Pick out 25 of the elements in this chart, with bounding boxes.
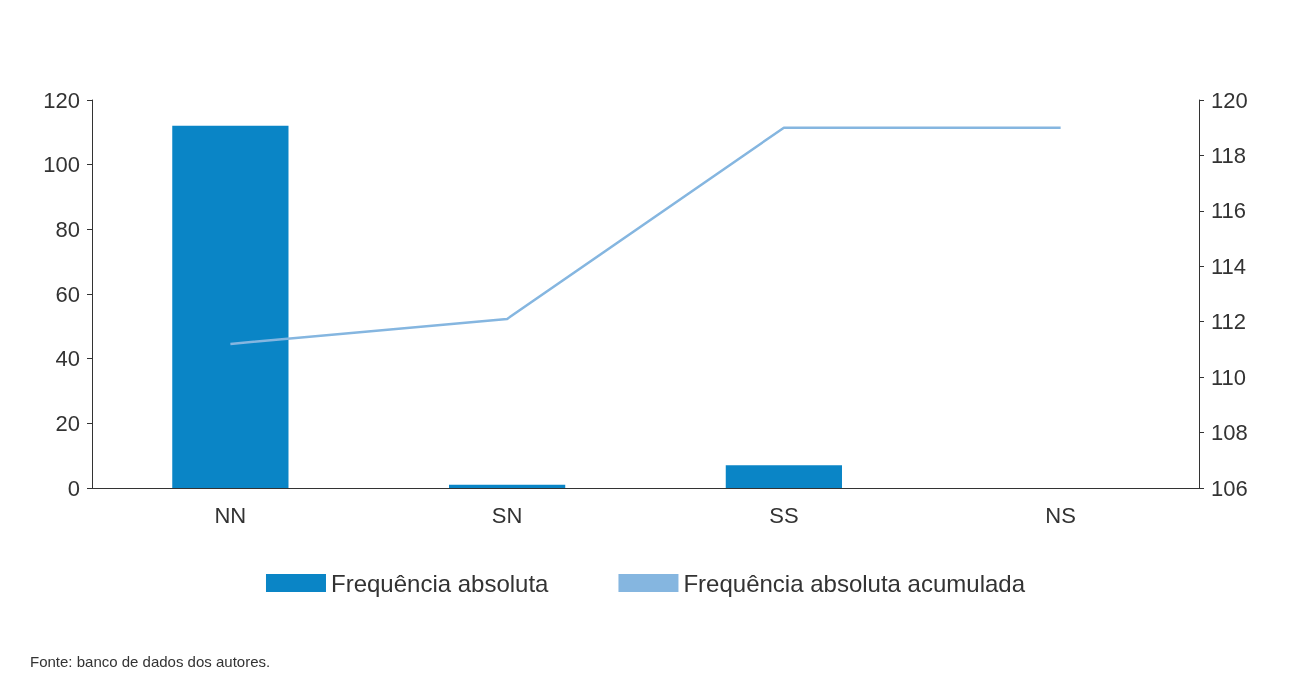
y2-tick-label: 108 [1211,420,1248,446]
source-note: Fonte: banco de dados dos autores. [30,653,271,670]
y2-tick-label: 116 [1211,198,1247,224]
y-tick-label: 40 [55,346,80,372]
y-tick-label: 120 [43,87,80,113]
y2-tick-label: 112 [1211,309,1247,335]
y-tick-label: 20 [55,410,80,436]
y2-tick-label: 114 [1211,253,1247,279]
legend-label: Frequência absoluta acumulada [683,569,1026,597]
y2-tick-label: 106 [1211,475,1248,501]
x-tick-label: NN [214,502,247,528]
y2-tick-label: 120 [1211,87,1248,113]
y2-tick-label: 118 [1211,142,1247,168]
x-tick-label: SN [491,502,523,528]
bar [725,465,842,488]
x-tick-label: NS [1045,502,1076,528]
bar [172,125,289,488]
y-tick-label: 60 [55,281,80,307]
y-tick-label: 100 [43,152,80,178]
x-tick-label: SS [769,502,799,528]
legend-label: Frequência absoluta [330,569,550,597]
y2-tick-label: 110 [1211,364,1247,390]
bar [449,484,566,488]
y-tick-label: 80 [55,216,80,242]
y-tick-label: 0 [67,475,80,501]
